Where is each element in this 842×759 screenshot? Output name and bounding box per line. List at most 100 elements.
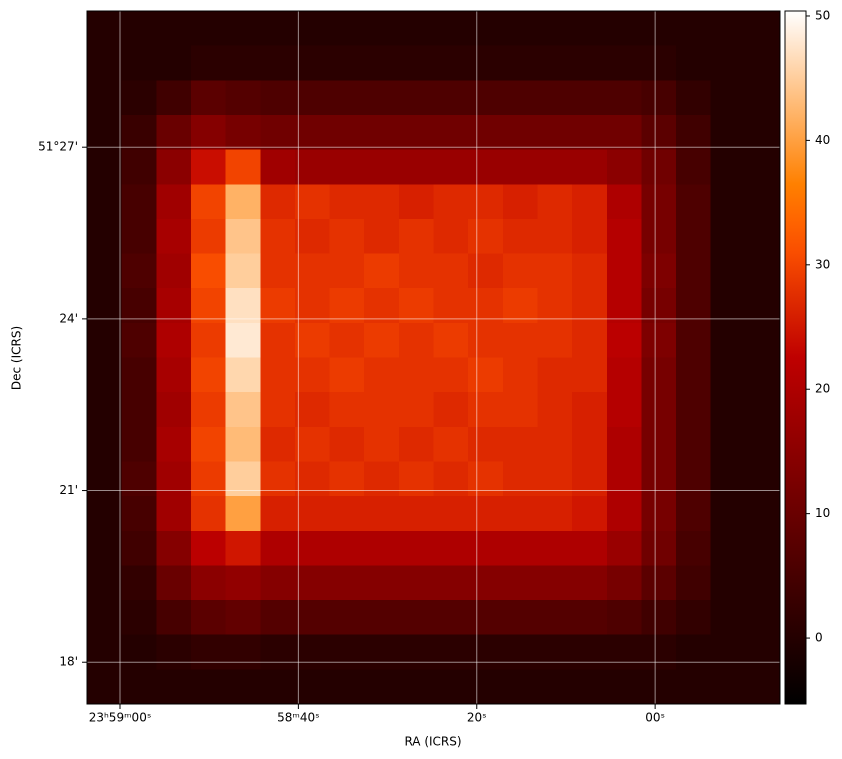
heatmap-cell [710, 634, 746, 670]
heatmap-cell [745, 322, 781, 359]
heatmap-cell [364, 634, 400, 670]
heatmap-cell [364, 426, 400, 463]
heatmap-cell [260, 634, 296, 670]
heatmap-cell [710, 253, 746, 289]
heatmap-cell [710, 461, 746, 497]
heatmap-cell [87, 288, 123, 324]
heatmap-cell [225, 184, 261, 220]
heatmap-cell [190, 530, 227, 566]
heatmap-cell [329, 669, 365, 705]
heatmap-cell [572, 288, 608, 324]
heatmap-cell [537, 565, 573, 601]
heatmap-cell [156, 392, 192, 428]
heatmap-cell [156, 218, 192, 255]
heatmap-cell [433, 218, 469, 255]
heatmap-cell [329, 530, 365, 566]
heatmap-cell [710, 80, 746, 116]
heatmap-cell [710, 530, 746, 566]
heatmap-cell [398, 530, 435, 566]
heatmap-cell [260, 114, 296, 151]
heatmap-cell [87, 530, 123, 566]
heatmap-cell [190, 565, 227, 601]
heatmap-cell [572, 461, 608, 497]
heatmap-cell [121, 634, 157, 670]
heatmap-cell [364, 530, 400, 566]
heatmap-cell [676, 461, 712, 497]
heatmap-cell [468, 218, 504, 255]
heatmap-cell [225, 253, 261, 289]
heatmap-cell [468, 392, 504, 428]
heatmap-cell [190, 426, 227, 463]
x-tick-label: 00ˢ [645, 711, 665, 725]
heatmap-cell [676, 322, 712, 359]
colorbar [784, 10, 807, 705]
heatmap-cell [572, 496, 608, 532]
heatmap-cell [641, 426, 677, 463]
heatmap-cell [190, 184, 227, 220]
heatmap-cell [745, 600, 781, 636]
heatmap-cell [572, 322, 608, 359]
heatmap-cell [676, 496, 712, 532]
heatmap-cell [398, 253, 435, 289]
heatmap-cell [433, 392, 469, 428]
heatmap-cell [329, 600, 365, 636]
heatmap-cell [225, 45, 261, 81]
heatmap-cell [121, 253, 157, 289]
heatmap-cell [294, 322, 331, 359]
heatmap-cell [294, 357, 331, 393]
heatmap-cell [606, 322, 642, 359]
heatmap-cell [156, 600, 192, 636]
heatmap-cell [87, 322, 123, 359]
heatmap-cell [537, 461, 573, 497]
heatmap-cell [156, 11, 192, 47]
heatmap-cell [468, 600, 504, 636]
heatmap-cell [225, 114, 261, 151]
x-tick-label: 58ᵐ40ˢ [277, 711, 320, 725]
heatmap-cell [87, 600, 123, 636]
heatmap-cell [294, 669, 331, 705]
heatmap-cell [190, 288, 227, 324]
heatmap-cell [260, 45, 296, 81]
heatmap-cell [745, 149, 781, 185]
heatmap-cell [572, 669, 608, 705]
heatmap-cell [294, 461, 331, 497]
heatmap-cell [676, 114, 712, 151]
heatmap-cell [606, 253, 642, 289]
heatmap-cell [641, 11, 677, 47]
heatmap-cell [502, 496, 539, 532]
heatmap-cell [87, 11, 123, 47]
heatmap-cell [606, 669, 642, 705]
heatmap-cell [606, 634, 642, 670]
heatmap-cell [329, 357, 365, 393]
heatmap-cell [606, 149, 642, 185]
heatmap-cell [745, 218, 781, 255]
heatmap-cell [572, 600, 608, 636]
heatmap-cell [641, 669, 677, 705]
heatmap-cell [260, 322, 296, 359]
heatmap-cell [606, 288, 642, 324]
heatmap-cell [572, 426, 608, 463]
heatmap-cell [468, 496, 504, 532]
heatmap-cell [329, 11, 365, 47]
heatmap-cell [433, 600, 469, 636]
heatmap-cell [87, 184, 123, 220]
heatmap-cell [364, 184, 400, 220]
heatmap-cell [398, 461, 435, 497]
heatmap-cell [329, 114, 365, 151]
heatmap-cell [710, 288, 746, 324]
heatmap-cell [502, 322, 539, 359]
heatmap-cell [225, 600, 261, 636]
heatmap-cell [502, 530, 539, 566]
heatmap-cell [87, 80, 123, 116]
heatmap-cell [294, 392, 331, 428]
heatmap-cell [537, 218, 573, 255]
heatmap-cell [468, 669, 504, 705]
heatmap-cell [294, 253, 331, 289]
heatmap-cell [225, 530, 261, 566]
heatmap-cell [710, 426, 746, 463]
heatmap-cell [537, 11, 573, 47]
heatmap-cell [260, 600, 296, 636]
heatmap-cell [433, 253, 469, 289]
heatmap-cell [641, 461, 677, 497]
